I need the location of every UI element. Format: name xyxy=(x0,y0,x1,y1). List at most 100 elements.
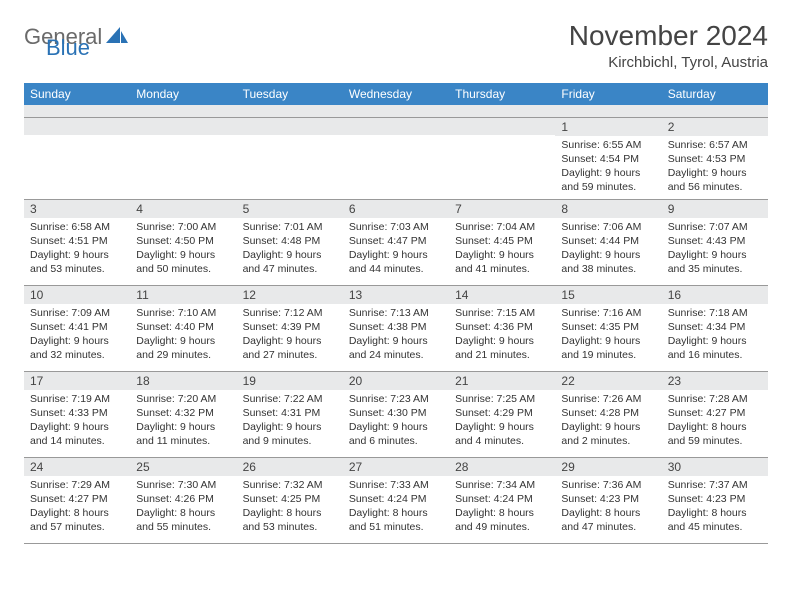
daylight-line: Daylight: 9 hours and 35 minutes. xyxy=(668,248,762,276)
col-friday: Friday xyxy=(555,83,661,105)
day-content: Sunrise: 7:19 AMSunset: 4:33 PMDaylight:… xyxy=(24,390,130,453)
day-content: Sunrise: 7:33 AMSunset: 4:24 PMDaylight:… xyxy=(343,476,449,539)
daylight-line: Daylight: 9 hours and 53 minutes. xyxy=(30,248,124,276)
sunrise-line: Sunrise: 7:12 AM xyxy=(243,306,337,320)
sunset-line: Sunset: 4:48 PM xyxy=(243,234,337,248)
day-cell: 2Sunrise: 6:57 AMSunset: 4:53 PMDaylight… xyxy=(662,117,768,199)
sunrise-line: Sunrise: 7:28 AM xyxy=(668,392,762,406)
day-content: Sunrise: 7:12 AMSunset: 4:39 PMDaylight:… xyxy=(237,304,343,367)
daylight-line: Daylight: 8 hours and 49 minutes. xyxy=(455,506,549,534)
sunrise-line: Sunrise: 7:18 AM xyxy=(668,306,762,320)
day-content: Sunrise: 7:00 AMSunset: 4:50 PMDaylight:… xyxy=(130,218,236,281)
day-cell: 12Sunrise: 7:12 AMSunset: 4:39 PMDayligh… xyxy=(237,285,343,371)
daylight-line: Daylight: 9 hours and 19 minutes. xyxy=(561,334,655,362)
day-cell xyxy=(237,117,343,199)
day-number: 28 xyxy=(449,458,555,476)
sunset-line: Sunset: 4:41 PM xyxy=(30,320,124,334)
sunrise-line: Sunrise: 7:06 AM xyxy=(561,220,655,234)
day-number: 23 xyxy=(662,372,768,390)
sunrise-line: Sunrise: 7:34 AM xyxy=(455,478,549,492)
day-content: Sunrise: 7:23 AMSunset: 4:30 PMDaylight:… xyxy=(343,390,449,453)
sunset-line: Sunset: 4:38 PM xyxy=(349,320,443,334)
sunset-line: Sunset: 4:27 PM xyxy=(30,492,124,506)
daylight-line: Daylight: 9 hours and 6 minutes. xyxy=(349,420,443,448)
day-number: 6 xyxy=(343,200,449,218)
day-content: Sunrise: 7:07 AMSunset: 4:43 PMDaylight:… xyxy=(662,218,768,281)
sunrise-line: Sunrise: 7:09 AM xyxy=(30,306,124,320)
sunset-line: Sunset: 4:51 PM xyxy=(30,234,124,248)
day-content: Sunrise: 7:30 AMSunset: 4:26 PMDaylight:… xyxy=(130,476,236,539)
daylight-line: Daylight: 9 hours and 21 minutes. xyxy=(455,334,549,362)
day-cell: 26Sunrise: 7:32 AMSunset: 4:25 PMDayligh… xyxy=(237,457,343,543)
page-header: General November 2024 Kirchbichl, Tyrol,… xyxy=(24,20,768,71)
sunrise-line: Sunrise: 7:20 AM xyxy=(136,392,230,406)
day-cell: 15Sunrise: 7:16 AMSunset: 4:35 PMDayligh… xyxy=(555,285,661,371)
brand-part2: Blue xyxy=(46,35,90,60)
sunrise-line: Sunrise: 7:37 AM xyxy=(668,478,762,492)
daylight-line: Daylight: 9 hours and 9 minutes. xyxy=(243,420,337,448)
sunset-line: Sunset: 4:53 PM xyxy=(668,152,762,166)
day-header-row: Sunday Monday Tuesday Wednesday Thursday… xyxy=(24,83,768,105)
daylight-line: Daylight: 9 hours and 14 minutes. xyxy=(30,420,124,448)
daylight-line: Daylight: 9 hours and 44 minutes. xyxy=(349,248,443,276)
sunrise-line: Sunrise: 7:26 AM xyxy=(561,392,655,406)
sunset-line: Sunset: 4:27 PM xyxy=(668,406,762,420)
day-cell: 29Sunrise: 7:36 AMSunset: 4:23 PMDayligh… xyxy=(555,457,661,543)
day-number: 22 xyxy=(555,372,661,390)
sunset-line: Sunset: 4:54 PM xyxy=(561,152,655,166)
week-row: 17Sunrise: 7:19 AMSunset: 4:33 PMDayligh… xyxy=(24,371,768,457)
daylight-line: Daylight: 9 hours and 32 minutes. xyxy=(30,334,124,362)
day-cell: 28Sunrise: 7:34 AMSunset: 4:24 PMDayligh… xyxy=(449,457,555,543)
day-number: 5 xyxy=(237,200,343,218)
daylight-line: Daylight: 9 hours and 27 minutes. xyxy=(243,334,337,362)
daylight-line: Daylight: 8 hours and 51 minutes. xyxy=(349,506,443,534)
daylight-line: Daylight: 9 hours and 59 minutes. xyxy=(561,166,655,194)
calendar-table: Sunday Monday Tuesday Wednesday Thursday… xyxy=(24,83,768,544)
day-number xyxy=(130,118,236,135)
sunrise-line: Sunrise: 7:25 AM xyxy=(455,392,549,406)
day-cell: 27Sunrise: 7:33 AMSunset: 4:24 PMDayligh… xyxy=(343,457,449,543)
day-cell: 11Sunrise: 7:10 AMSunset: 4:40 PMDayligh… xyxy=(130,285,236,371)
sunset-line: Sunset: 4:39 PM xyxy=(243,320,337,334)
col-wednesday: Wednesday xyxy=(343,83,449,105)
sunset-line: Sunset: 4:32 PM xyxy=(136,406,230,420)
day-cell: 24Sunrise: 7:29 AMSunset: 4:27 PMDayligh… xyxy=(24,457,130,543)
day-content: Sunrise: 7:01 AMSunset: 4:48 PMDaylight:… xyxy=(237,218,343,281)
day-number: 12 xyxy=(237,286,343,304)
day-number: 16 xyxy=(662,286,768,304)
sunset-line: Sunset: 4:24 PM xyxy=(349,492,443,506)
day-cell xyxy=(343,117,449,199)
day-cell: 6Sunrise: 7:03 AMSunset: 4:47 PMDaylight… xyxy=(343,199,449,285)
day-number: 3 xyxy=(24,200,130,218)
sunset-line: Sunset: 4:23 PM xyxy=(668,492,762,506)
day-cell: 21Sunrise: 7:25 AMSunset: 4:29 PMDayligh… xyxy=(449,371,555,457)
sunrise-line: Sunrise: 7:19 AM xyxy=(30,392,124,406)
daylight-line: Daylight: 8 hours and 55 minutes. xyxy=(136,506,230,534)
day-number: 4 xyxy=(130,200,236,218)
day-cell: 13Sunrise: 7:13 AMSunset: 4:38 PMDayligh… xyxy=(343,285,449,371)
day-content: Sunrise: 7:09 AMSunset: 4:41 PMDaylight:… xyxy=(24,304,130,367)
sunrise-line: Sunrise: 7:22 AM xyxy=(243,392,337,406)
day-number: 26 xyxy=(237,458,343,476)
day-content: Sunrise: 7:32 AMSunset: 4:25 PMDaylight:… xyxy=(237,476,343,539)
day-number: 14 xyxy=(449,286,555,304)
spacer-row xyxy=(24,105,768,117)
sunrise-line: Sunrise: 7:03 AM xyxy=(349,220,443,234)
day-content: Sunrise: 7:25 AMSunset: 4:29 PMDaylight:… xyxy=(449,390,555,453)
day-content: Sunrise: 7:36 AMSunset: 4:23 PMDaylight:… xyxy=(555,476,661,539)
daylight-line: Daylight: 9 hours and 11 minutes. xyxy=(136,420,230,448)
day-cell: 8Sunrise: 7:06 AMSunset: 4:44 PMDaylight… xyxy=(555,199,661,285)
day-cell: 4Sunrise: 7:00 AMSunset: 4:50 PMDaylight… xyxy=(130,199,236,285)
day-number: 7 xyxy=(449,200,555,218)
week-row: 10Sunrise: 7:09 AMSunset: 4:41 PMDayligh… xyxy=(24,285,768,371)
day-cell: 9Sunrise: 7:07 AMSunset: 4:43 PMDaylight… xyxy=(662,199,768,285)
sunrise-line: Sunrise: 7:23 AM xyxy=(349,392,443,406)
sunset-line: Sunset: 4:40 PM xyxy=(136,320,230,334)
title-block: November 2024 Kirchbichl, Tyrol, Austria xyxy=(569,20,768,71)
day-cell: 3Sunrise: 6:58 AMSunset: 4:51 PMDaylight… xyxy=(24,199,130,285)
daylight-line: Daylight: 9 hours and 16 minutes. xyxy=(668,334,762,362)
daylight-line: Daylight: 8 hours and 45 minutes. xyxy=(668,506,762,534)
sunset-line: Sunset: 4:50 PM xyxy=(136,234,230,248)
day-cell: 1Sunrise: 6:55 AMSunset: 4:54 PMDaylight… xyxy=(555,117,661,199)
sunset-line: Sunset: 4:23 PM xyxy=(561,492,655,506)
